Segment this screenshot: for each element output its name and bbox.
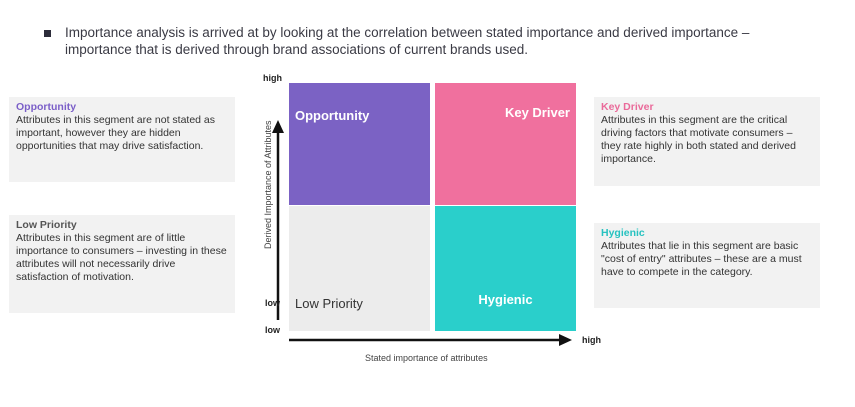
bullet-square-icon bbox=[44, 30, 51, 37]
key-driver-note-title: Key Driver bbox=[601, 101, 654, 113]
intro-bullet-point: Importance analysis is arrived at by loo… bbox=[44, 24, 804, 58]
low-priority-note-title: Low Priority bbox=[16, 219, 77, 231]
key-driver-note-body: Attributes in this segment are the criti… bbox=[601, 114, 796, 165]
hygienic-note-body: Attributes that lie in this segment are … bbox=[601, 240, 802, 278]
hygienic-note: Hygienic Attributes that lie in this seg… bbox=[594, 223, 820, 308]
y-axis-title: Derived Importance of Attributes bbox=[263, 120, 273, 249]
intro-text: Importance analysis is arrived at by loo… bbox=[65, 25, 750, 57]
x-axis-low-label: low bbox=[265, 325, 280, 335]
x-axis-title: Stated importance of attributes bbox=[365, 353, 488, 363]
y-axis-low-label: low bbox=[265, 298, 280, 308]
quadrant-key-driver: Key Driver bbox=[435, 83, 576, 205]
y-axis-high-label: high bbox=[263, 73, 282, 83]
quadrant-low-priority: Low Priority bbox=[289, 206, 430, 331]
opportunity-note-title: Opportunity bbox=[16, 101, 77, 113]
quadrant-hygienic: Hygienic bbox=[435, 206, 576, 331]
x-axis-arrowhead-icon bbox=[559, 334, 572, 346]
key-driver-note: Key Driver Attributes in this segment ar… bbox=[594, 97, 820, 186]
low-priority-note-body: Attributes in this segment are of little… bbox=[16, 232, 227, 283]
x-axis-high-label: high bbox=[582, 335, 601, 345]
opportunity-note: Opportunity Attributes in this segment a… bbox=[9, 97, 235, 182]
opportunity-note-body: Attributes in this segment are not state… bbox=[16, 114, 216, 152]
y-axis-arrowhead-icon bbox=[272, 120, 284, 133]
hygienic-note-title: Hygienic bbox=[601, 227, 645, 239]
quadrant-opportunity: Opportunity bbox=[289, 83, 430, 205]
low-priority-note: Low Priority Attributes in this segment … bbox=[9, 215, 235, 313]
